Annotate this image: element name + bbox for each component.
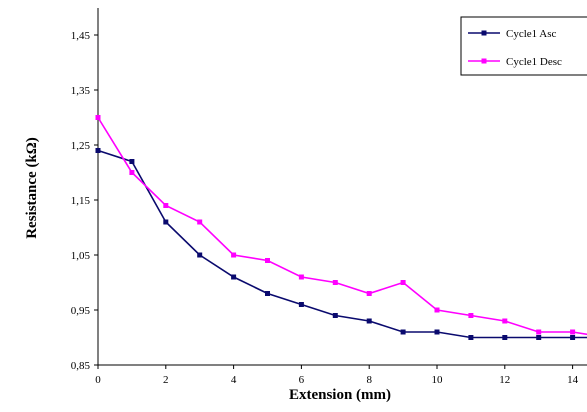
ticks: 0,85 0,95 1,05 1,15 1,25 1,35 1,45 0 2 4 6 8 10 12 14 (71, 30, 579, 386)
series-line-asc (97, 149, 587, 339)
data-point-desc (366, 291, 372, 296)
data-point-asc (298, 302, 304, 307)
data-point-desc (298, 274, 304, 280)
data-point-desc (400, 280, 406, 285)
series-group (95, 115, 587, 340)
data-point-desc (570, 329, 576, 335)
data-point-desc (95, 115, 101, 120)
data-point-desc (332, 280, 338, 285)
y-tick-label: 1,35 (71, 85, 91, 97)
data-point-asc (502, 335, 508, 340)
x-tick-label: 0 (95, 374, 101, 386)
data-point-asc (129, 159, 135, 164)
y-tick-label: 0,85 (71, 360, 91, 372)
x-tick-label: 4 (231, 374, 237, 386)
y-tick-label: 1,05 (71, 250, 91, 262)
data-point-desc (163, 203, 169, 208)
y-tick-label: 1,25 (71, 140, 91, 152)
data-point-asc (231, 274, 237, 280)
data-point-desc (536, 329, 542, 335)
y-axis-title: Resistance (kΩ) (24, 137, 40, 239)
legend-label-desc: Cycle1 Desc (506, 56, 562, 68)
x-tick-label: 6 (299, 374, 305, 386)
data-point-desc (197, 219, 203, 225)
data-point-asc (163, 219, 169, 225)
data-point-desc (434, 307, 440, 313)
y-tick-label: 0,95 (71, 305, 91, 317)
data-point-asc (265, 291, 270, 296)
data-point-desc (502, 318, 508, 324)
axes (97, 8, 587, 366)
y-tick-label: 1,15 (71, 195, 91, 207)
y-tick-label: 1,45 (71, 30, 91, 42)
legend-box (460, 16, 587, 76)
data-point-asc (536, 335, 542, 340)
legend-item-asc: Cycle1 Asc (468, 28, 557, 40)
data-point-desc (265, 258, 270, 263)
data-point-asc (366, 318, 372, 324)
legend-item-desc: Cycle1 Desc (468, 56, 562, 68)
series-asc (95, 148, 587, 340)
legend-marker-desc (481, 58, 487, 64)
x-tick-label: 2 (163, 374, 169, 386)
data-point-asc (434, 329, 440, 335)
data-point-desc (129, 170, 135, 175)
series-line-desc (97, 117, 587, 336)
x-axis-title: Extension (mm) (289, 387, 391, 403)
x-tick-label: 10 (432, 374, 444, 386)
data-point-asc (332, 313, 338, 318)
x-tick-label: 12 (499, 374, 510, 386)
x-tick-label: 14 (567, 374, 579, 386)
data-point-asc (570, 335, 576, 340)
data-point-asc (468, 335, 474, 340)
legend-label-asc: Cycle1 Asc (506, 28, 557, 40)
data-point-asc (400, 329, 406, 335)
legend-marker-asc (481, 30, 487, 36)
legend: Cycle1 Asc Cycle1 Desc (460, 16, 587, 76)
data-point-desc (468, 313, 474, 318)
data-point-asc (95, 148, 101, 153)
data-point-asc (197, 252, 203, 258)
x-tick-label: 8 (366, 374, 372, 386)
data-point-desc (231, 252, 237, 258)
series-desc (95, 115, 587, 336)
